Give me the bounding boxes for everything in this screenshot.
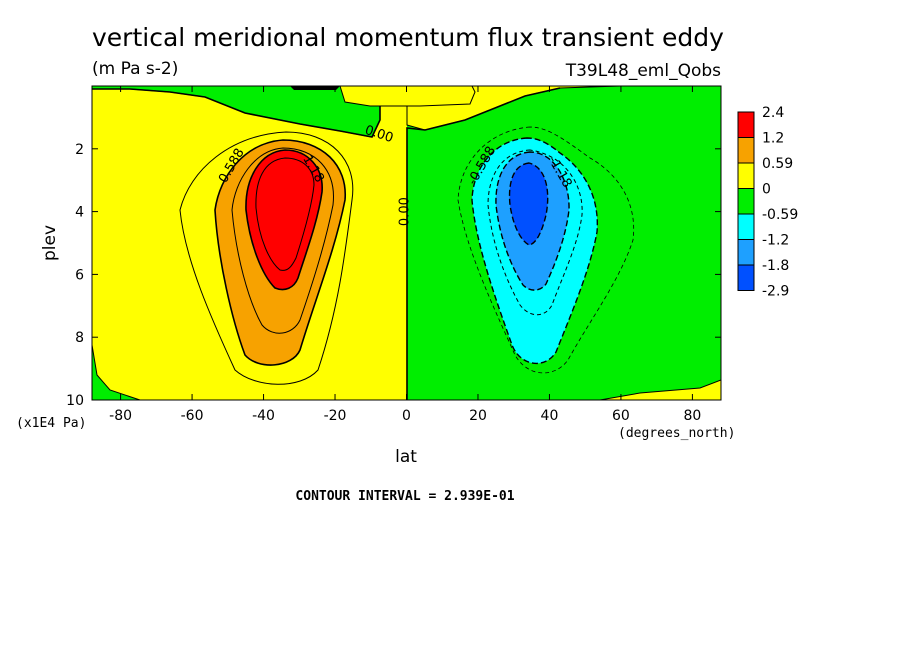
- x-tick-label: -40: [252, 408, 275, 424]
- sh-contour-0.88: [231, 147, 334, 334]
- y-tick-label: 2: [75, 142, 84, 158]
- x-tick-label: 40: [541, 408, 559, 424]
- zero-contour-center: [406, 87, 561, 400]
- x-units-label: (degrees_north): [618, 426, 735, 441]
- sh-contour-0.29: [179, 131, 354, 385]
- y-axis-label: plev: [40, 225, 60, 261]
- x-axis: -80 -60 -40 -20 0 20 40 60 80: [109, 86, 701, 424]
- sh-contour-1.47: [255, 157, 315, 271]
- colorbar-label: -1.2: [762, 233, 789, 249]
- x-tick-label: -80: [109, 408, 132, 424]
- colorbar-swatch: [737, 111, 755, 138]
- y-tick-label: 4: [75, 205, 84, 221]
- colorbar-swatch: [737, 264, 755, 291]
- x-tick-label: 60: [612, 408, 630, 424]
- y-tick-label: 10: [66, 393, 84, 409]
- y-tick-label: 8: [75, 330, 84, 346]
- colorbar-swatch: [737, 137, 755, 164]
- colorbar: 2.4 1.2 0.59 0 -0.59 -1.2 -1.8 -2.9: [737, 105, 798, 300]
- nh-contour--0.29: [457, 126, 635, 374]
- top-bar: [290, 86, 340, 90]
- colorbar-label: -2.9: [762, 284, 789, 300]
- colorbar-swatch: [737, 188, 755, 215]
- top-yellow-bump: [339, 86, 476, 107]
- x-axis-label: lat: [395, 447, 417, 467]
- y-units-label: (x1E4 Pa): [16, 416, 86, 431]
- units-label: (m Pa s-2): [92, 59, 178, 79]
- sh-corner-green-region: [92, 344, 141, 400]
- y-axis: 2 4 6 8 10: [66, 142, 721, 409]
- colorbar-label: 0: [762, 182, 771, 198]
- colorbar-swatch: [737, 213, 755, 240]
- x-tick-label: 0: [402, 408, 411, 424]
- chart-title: vertical meridional momentum flux transi…: [92, 23, 724, 52]
- x-tick-label: -20: [324, 408, 347, 424]
- colorbar-swatch: [737, 162, 755, 189]
- x-tick-label: 20: [469, 408, 487, 424]
- zero-contour-sh: [92, 88, 381, 138]
- x-tick-label: 80: [683, 408, 701, 424]
- colorbar-label: -1.8: [762, 258, 789, 274]
- contour-interval-text: CONTOUR INTERVAL = 2.939E-01: [295, 489, 514, 504]
- nh-contour--0.88: [487, 149, 583, 316]
- sh-red-region: [245, 149, 323, 291]
- nh-corner-yellow-region: [599, 379, 721, 400]
- x-tick-label: -60: [181, 408, 204, 424]
- y-tick-label: 6: [75, 267, 84, 283]
- contour-label: 0.00: [397, 197, 412, 226]
- nh-blue-region: [508, 162, 549, 246]
- plot-area: [92, 86, 721, 400]
- experiment-label: T39L48_eml_Qobs: [565, 61, 721, 81]
- colorbar-label: 1.2: [762, 131, 784, 147]
- colorbar-label: 0.59: [762, 156, 793, 172]
- colorbar-swatch: [737, 239, 755, 266]
- colorbar-label: -0.59: [762, 207, 798, 223]
- colorbar-label: 2.4: [762, 105, 784, 121]
